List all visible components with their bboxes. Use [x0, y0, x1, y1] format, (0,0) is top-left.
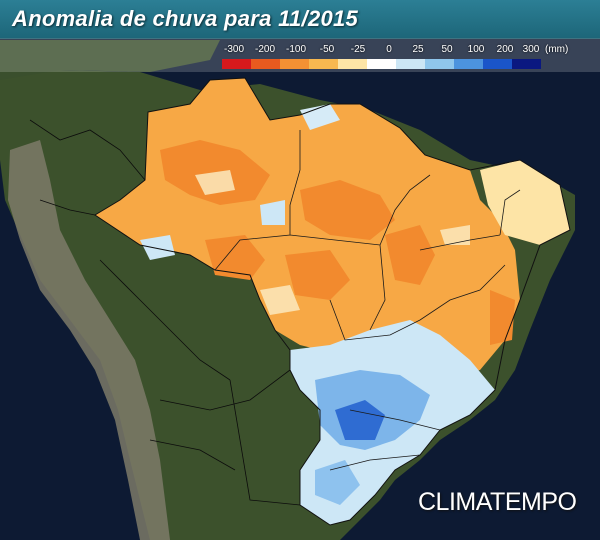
legend-swatch	[222, 59, 251, 69]
legend-tick-label: 200	[496, 44, 514, 55]
legend-swatch	[425, 59, 454, 69]
legend-tick-label: 300	[522, 44, 540, 55]
map-title: Anomalia de chuva para 11/2015	[12, 6, 359, 31]
legend-tick-label: 0	[386, 44, 392, 55]
deficit-patch-south-amazon	[205, 235, 265, 280]
surplus-light-amazon	[140, 200, 285, 260]
legend-swatch	[280, 59, 309, 69]
legend-tick-label: 100	[467, 44, 485, 55]
legend-tick-label: -25	[350, 44, 366, 55]
legend-swatch	[338, 59, 367, 69]
legend-unit: (mm)	[545, 44, 569, 55]
legend-swatch	[251, 59, 280, 69]
legend-swatch	[396, 59, 425, 69]
surplus-south-strong	[335, 400, 385, 440]
surplus-rs-medium	[315, 460, 360, 505]
state-borders	[214, 130, 521, 471]
deficit-light-spots	[195, 170, 470, 315]
surplus-light-north	[300, 104, 340, 130]
northern-coast-land	[0, 40, 220, 80]
anomaly-field	[95, 78, 570, 525]
legend-swatch	[483, 59, 512, 69]
legend-tick-label: 25	[412, 44, 424, 55]
legend-swatch	[367, 59, 396, 69]
legend-swatch	[512, 59, 541, 69]
country-borders	[29, 119, 301, 506]
deficit-light-northeast	[480, 160, 570, 245]
legend-tick-label: -300	[223, 44, 245, 55]
color-legend: -300 -200 -100 -50 -25 0 25 50 100 200 3…	[218, 44, 580, 70]
legend-tick-label: -50	[319, 44, 335, 55]
borders	[29, 77, 571, 526]
climatempo-logo: CLIMATEMPO	[418, 488, 577, 516]
legend-tick-label: -200	[254, 44, 276, 55]
deficit-patch-mato-grosso	[285, 250, 350, 300]
deficit-patch-goias	[385, 225, 435, 285]
legend-swatch	[309, 59, 338, 69]
legend-tick-label: 50	[441, 44, 453, 55]
deficit-patch-para	[300, 180, 395, 240]
title-bar: Anomalia de chuva para 11/2015	[0, 0, 600, 39]
legend-tick-label: -100	[285, 44, 307, 55]
legend-swatch	[454, 59, 483, 69]
andes-highlands	[8, 140, 170, 540]
